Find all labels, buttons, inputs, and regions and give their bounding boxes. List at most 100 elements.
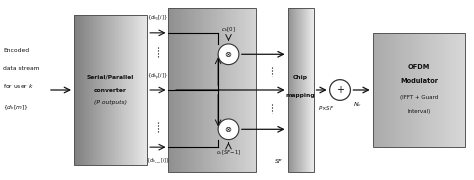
Bar [441,33,443,147]
Bar [184,8,186,172]
Ellipse shape [329,80,350,100]
Text: Encoded: Encoded [3,48,29,53]
Text: Modulator: Modulator [400,78,438,84]
Bar [385,33,388,147]
Ellipse shape [218,119,239,140]
Bar [294,8,295,172]
Bar [291,8,292,172]
Bar [410,33,412,147]
Bar [430,33,432,147]
Bar [146,15,148,165]
Text: $SF$: $SF$ [274,158,283,165]
Bar [306,8,307,172]
Bar [312,8,313,172]
Bar [128,15,130,165]
Bar [383,33,386,147]
Bar [313,8,314,172]
Text: data stream: data stream [3,66,39,71]
Bar [289,8,290,172]
Bar [397,33,399,147]
Bar [195,8,197,172]
Bar [289,8,290,172]
Bar [74,15,147,165]
Bar [306,8,307,172]
Bar [246,8,247,172]
Bar [89,15,91,165]
Bar [200,8,202,172]
Text: (IFFT + Guard: (IFFT + Guard [400,95,438,100]
Bar [231,8,234,172]
Bar [406,33,408,147]
Bar [251,8,253,172]
Bar [125,15,127,165]
Bar [196,8,199,172]
Bar [295,8,296,172]
Bar [399,33,401,147]
Bar [305,8,306,172]
Bar [113,15,116,165]
Bar [96,15,98,165]
Bar [109,15,111,165]
Bar [299,8,300,172]
Bar [310,8,311,172]
Bar [304,8,305,172]
Bar [172,8,174,172]
Bar [136,15,137,165]
Bar [168,8,171,172]
Bar [87,15,89,165]
Bar [395,33,397,147]
Bar [296,8,297,172]
Bar [244,8,246,172]
Bar [307,8,308,172]
Ellipse shape [218,44,239,65]
Bar [300,8,301,172]
Bar [93,15,95,165]
Bar [249,8,251,172]
Bar [288,8,289,172]
Bar [413,33,416,147]
Bar [97,15,100,165]
Bar [301,8,302,172]
Bar [432,33,434,147]
Bar [300,8,301,172]
Bar [105,15,107,165]
Bar [373,33,375,147]
Bar [224,8,227,172]
Bar [292,8,293,172]
Bar [378,33,381,147]
Bar [223,8,225,172]
Bar [443,33,445,147]
Bar [439,33,441,147]
Bar [78,15,80,165]
Bar [77,15,79,165]
Bar [205,8,208,172]
Text: Chip: Chip [293,75,308,80]
Bar [293,8,294,172]
Bar [420,33,423,147]
Bar [297,8,298,172]
Bar [311,8,312,172]
Bar [387,33,390,147]
Bar [457,33,460,147]
Bar [83,15,85,165]
Bar [212,8,214,172]
Bar [207,8,209,172]
Bar [202,8,204,172]
Bar [210,8,213,172]
Bar [233,8,236,172]
Text: Serial/Parallel: Serial/Parallel [87,75,134,80]
Bar [445,33,447,147]
Text: $\otimes$: $\otimes$ [224,125,233,134]
Bar [247,8,249,172]
Bar [228,8,230,172]
Bar [240,8,242,172]
Bar [447,33,449,147]
Bar [303,8,304,172]
Bar [182,8,185,172]
Bar [404,33,406,147]
Bar [84,15,86,165]
Text: OFDM: OFDM [408,64,430,70]
Bar [294,8,295,172]
Bar [115,15,117,165]
Bar [298,8,299,172]
